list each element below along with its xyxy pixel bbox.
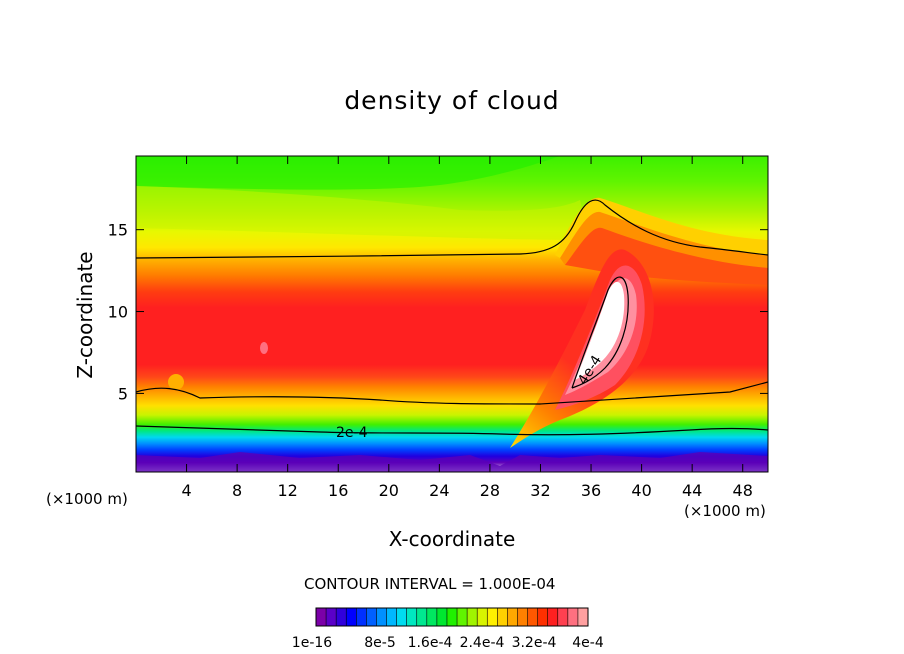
contour-line-2e-4 — [136, 425, 768, 436]
colorbar-swatch — [416, 608, 428, 626]
colorbar-swatch — [446, 608, 458, 626]
chart-title: density of cloud — [344, 86, 560, 115]
colorbar-swatch — [376, 608, 387, 626]
colorbar: 1e-16 8e-5 1.6e-4 2.4e-4 3.2e-4 4e-4 — [292, 607, 604, 651]
contour-line-mid — [136, 381, 768, 405]
x-tick-label: 24 — [429, 481, 449, 500]
colorbar-tick-label: 8e-5 — [364, 635, 395, 651]
y-tick-label: 10 — [108, 303, 128, 322]
x-tick-label: 36 — [581, 481, 601, 500]
contour-line-upper — [136, 199, 768, 259]
colorbar-swatch — [326, 608, 337, 626]
contour-label-2e-4: 2e-4 — [336, 425, 368, 441]
colorbar-swatch — [366, 608, 377, 626]
contour-interval-text: CONTOUR INTERVAL = 1.000E-04 — [304, 575, 556, 593]
colorbar-swatch — [547, 608, 559, 626]
colorbar-swatch — [336, 608, 347, 626]
colorbar-swatch — [517, 608, 528, 626]
x-tick-label: 20 — [379, 481, 399, 500]
colorbar-swatch — [537, 608, 549, 626]
colorbar-swatch — [457, 608, 468, 626]
colorbar-swatch — [567, 608, 579, 626]
x-tick-label: 48 — [733, 481, 753, 500]
contour-lines — [136, 199, 768, 436]
x-tick-label: 28 — [480, 481, 500, 500]
y-tick-label: 5 — [118, 384, 128, 403]
colorbar-tick-label: 1.6e-4 — [408, 635, 453, 651]
colorbar-swatch — [346, 608, 357, 626]
colorbar-swatch — [406, 608, 418, 626]
colorbar-swatch — [527, 608, 538, 626]
colorbar-swatch — [316, 608, 327, 626]
x-tick-label: 32 — [530, 481, 550, 500]
colorbar-swatch — [557, 608, 569, 626]
colorbar-swatch — [396, 608, 407, 626]
colorbar-frame — [315, 607, 589, 627]
x-unit-right: (×1000 m) — [684, 502, 766, 520]
colorbar-swatch — [386, 608, 397, 626]
colorbar-swatch — [487, 608, 498, 626]
x-tick-label: 40 — [631, 481, 651, 500]
x-tick-label: 12 — [278, 481, 298, 500]
x-unit-left: (×1000 m) — [46, 490, 128, 508]
contour-field — [136, 156, 768, 472]
colorbar-tick-label: 3.2e-4 — [512, 635, 557, 651]
colorbar-swatch — [356, 608, 367, 626]
x-tick-label: 44 — [682, 481, 702, 500]
x-ticks: 4 8 12 16 20 24 28 32 36 40 44 48 — [181, 156, 753, 500]
colorbar-swatch — [467, 608, 478, 626]
contour-line-4e-4 — [571, 276, 629, 389]
colorbar-swatch — [507, 608, 518, 626]
x-tick-label: 4 — [181, 481, 191, 500]
colorbar-tick-label: 4e-4 — [572, 635, 604, 651]
colorbar-swatch — [497, 608, 508, 626]
colorbar-tick-label: 2.4e-4 — [460, 635, 505, 651]
colorbar-swatch — [577, 608, 589, 626]
colorbar-swatch — [477, 608, 488, 626]
x-tick-label: 16 — [328, 481, 348, 500]
x-axis-label: X-coordinate — [388, 527, 516, 551]
y-tick-label: 15 — [108, 221, 128, 240]
x-tick-label: 8 — [232, 481, 242, 500]
y-ticks: 5 10 15 — [108, 221, 768, 403]
colorbar-swatch — [426, 608, 438, 626]
colorbar-swatch — [436, 608, 448, 626]
colorbar-tick-label: 1e-16 — [292, 635, 332, 651]
plot-frame — [135, 155, 769, 473]
